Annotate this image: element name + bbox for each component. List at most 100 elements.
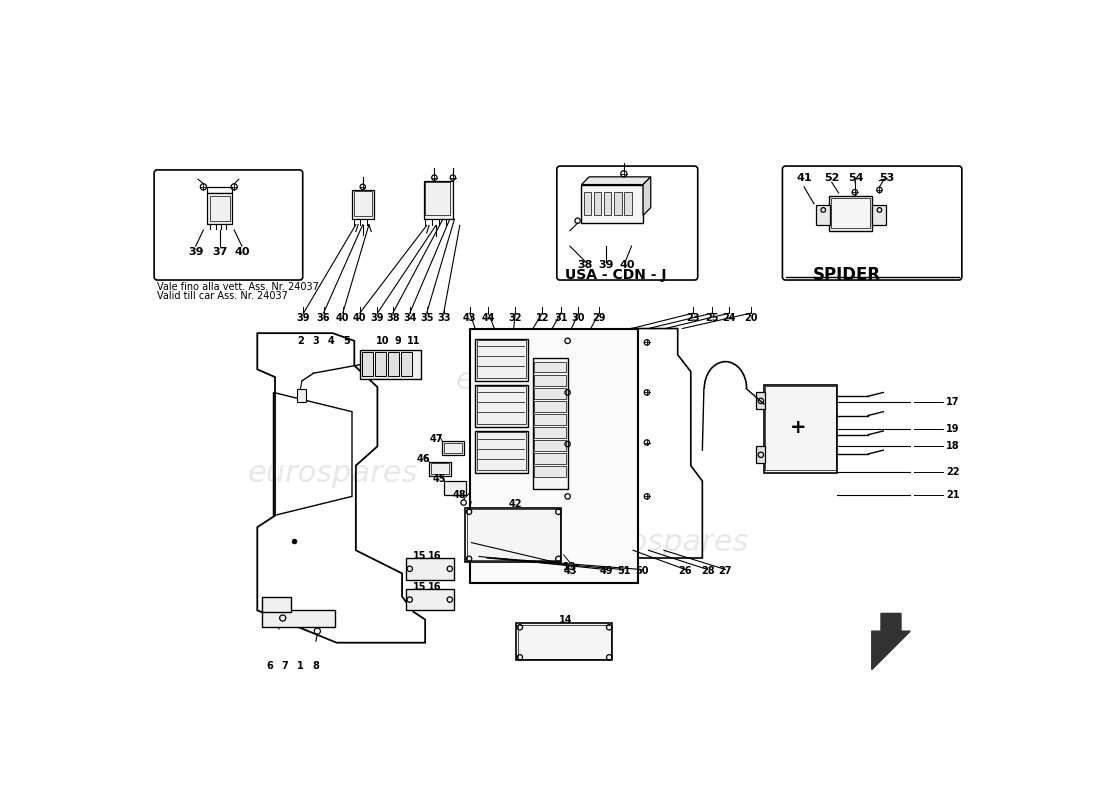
Bar (516, 623, 613, 661)
Text: 35: 35 (420, 313, 433, 322)
Bar (209, 196, 230, 221)
Text: 39: 39 (297, 313, 310, 322)
Bar (535, 414, 566, 425)
Text: 2: 2 (297, 336, 304, 346)
Text: 34: 34 (403, 313, 417, 322)
Bar (207, 187, 232, 193)
Bar (830, 198, 870, 228)
Text: 30: 30 (572, 313, 585, 322)
Bar (871, 206, 886, 225)
FancyBboxPatch shape (782, 166, 961, 280)
Bar (757, 446, 766, 463)
Bar (424, 181, 453, 219)
Bar (624, 192, 631, 215)
Bar (466, 510, 560, 560)
Bar (470, 329, 638, 582)
Bar (425, 182, 450, 214)
Text: 53: 53 (880, 174, 894, 183)
Text: 39: 39 (371, 313, 384, 322)
Bar (517, 625, 611, 659)
Text: 23: 23 (686, 313, 700, 322)
Text: 38: 38 (578, 261, 593, 270)
Bar (594, 192, 602, 215)
Text: Valid till car Ass. Nr. 24037: Valid till car Ass. Nr. 24037 (157, 291, 288, 302)
Bar (757, 393, 766, 410)
Bar (475, 338, 528, 381)
Bar (476, 340, 526, 378)
Bar (604, 192, 612, 215)
Text: 47: 47 (430, 434, 443, 444)
Polygon shape (871, 614, 911, 670)
Text: 3: 3 (312, 336, 319, 346)
Text: 12: 12 (536, 313, 549, 322)
Text: 8: 8 (312, 661, 319, 670)
Text: Vale fino alla vett. Ass. Nr. 24037: Vale fino alla vett. Ass. Nr. 24037 (157, 282, 319, 292)
Text: 40: 40 (353, 313, 366, 322)
Text: 40: 40 (620, 261, 636, 270)
Text: 49: 49 (600, 566, 613, 576)
Bar (766, 386, 836, 470)
Text: 16: 16 (428, 551, 442, 562)
Text: 31: 31 (554, 313, 568, 322)
Text: 27: 27 (718, 566, 733, 576)
Bar (353, 191, 372, 216)
Bar (406, 558, 453, 579)
Text: 15: 15 (412, 582, 427, 592)
Text: 9: 9 (395, 336, 402, 346)
Bar (465, 508, 561, 562)
Text: 13: 13 (563, 562, 576, 572)
Bar (535, 388, 566, 398)
Text: eurospares: eurospares (455, 366, 626, 395)
Polygon shape (644, 177, 651, 215)
Bar (262, 597, 292, 612)
Bar (475, 431, 528, 474)
Text: 10: 10 (376, 336, 389, 346)
Bar (375, 353, 386, 375)
Text: 20: 20 (744, 313, 758, 322)
Text: 1: 1 (297, 661, 304, 670)
Bar (476, 433, 526, 470)
Text: 28: 28 (701, 566, 715, 576)
Bar (476, 386, 526, 424)
Text: 5: 5 (343, 336, 350, 346)
Text: 39: 39 (188, 246, 204, 257)
Bar (535, 427, 566, 438)
Text: 51: 51 (617, 566, 630, 576)
Text: 48: 48 (453, 490, 466, 500)
Bar (763, 385, 837, 474)
Text: 24: 24 (723, 313, 736, 322)
Text: SPIDER: SPIDER (813, 266, 881, 284)
Text: 46: 46 (417, 454, 430, 465)
Text: 50: 50 (636, 566, 649, 576)
Text: 15: 15 (412, 551, 427, 562)
Text: 4: 4 (328, 336, 334, 346)
Text: 19: 19 (946, 424, 959, 434)
Text: 40: 40 (336, 313, 350, 322)
Text: 21: 21 (946, 490, 959, 500)
Text: 36: 36 (317, 313, 330, 322)
FancyBboxPatch shape (154, 170, 302, 280)
Text: 54: 54 (848, 174, 865, 183)
Text: 45: 45 (432, 474, 446, 484)
Text: 18: 18 (946, 442, 959, 451)
Bar (429, 462, 451, 476)
Bar (534, 358, 568, 489)
Text: +: + (790, 418, 807, 437)
Bar (535, 401, 566, 412)
Text: 14: 14 (559, 615, 573, 626)
Text: 38: 38 (386, 313, 399, 322)
Bar (402, 353, 412, 375)
Bar (443, 442, 462, 454)
Text: 11: 11 (407, 336, 420, 346)
Bar (816, 206, 831, 225)
Bar (388, 353, 399, 375)
Text: 39: 39 (598, 261, 614, 270)
Text: 7: 7 (282, 661, 288, 670)
Text: USA - CDN - J: USA - CDN - J (564, 269, 667, 282)
Bar (535, 440, 566, 451)
Text: 43: 43 (463, 313, 476, 322)
Bar (829, 196, 871, 230)
Text: 26: 26 (679, 566, 692, 576)
Text: 17: 17 (946, 398, 959, 407)
Text: 43: 43 (563, 566, 576, 576)
